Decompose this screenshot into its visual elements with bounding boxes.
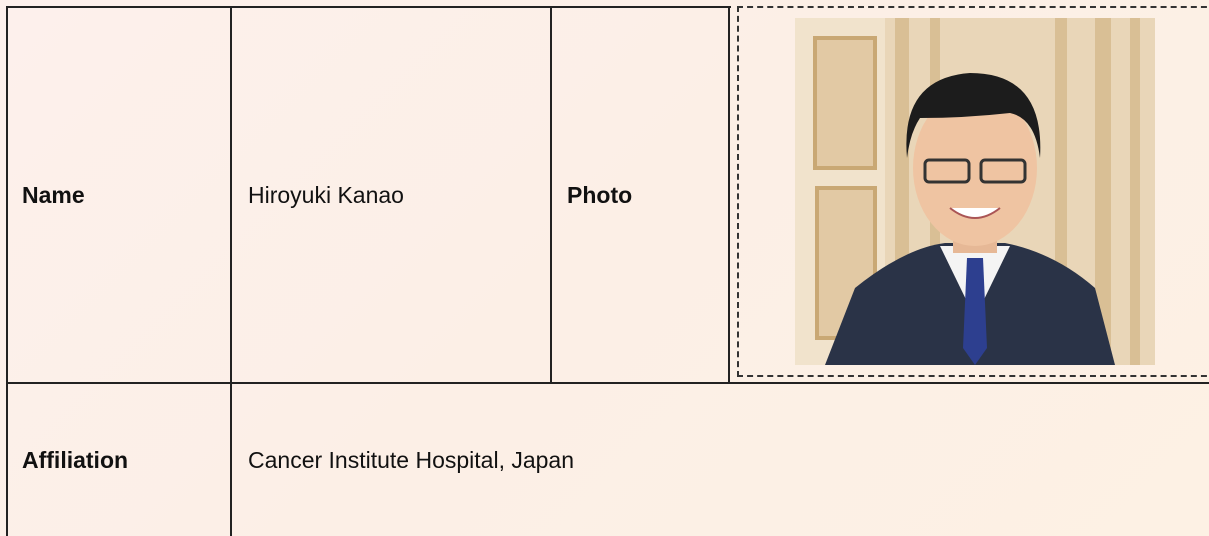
border — [6, 6, 8, 536]
label-affiliation: Affiliation — [22, 446, 129, 473]
border — [6, 382, 1209, 384]
border — [728, 6, 730, 384]
label-photo: Photo — [567, 181, 633, 208]
border — [6, 6, 731, 8]
label-name: Name — [22, 181, 85, 208]
affiliation-value: Cancer Institute Hospital, Japan — [248, 446, 575, 473]
portrait-photo — [795, 18, 1155, 365]
photo-frame — [737, 6, 1209, 377]
border — [550, 6, 552, 384]
border — [230, 6, 232, 536]
name-value: Hiroyuki Kanao — [248, 181, 404, 208]
